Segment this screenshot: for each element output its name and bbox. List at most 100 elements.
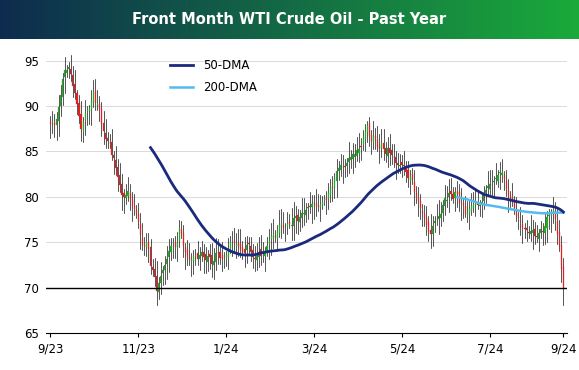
Bar (58, 107, 59, 121)
Bar (344, 166, 345, 167)
Bar (230, 0, 232, 39)
Bar (350, 157, 351, 161)
Bar (287, 223, 288, 226)
Bar (511, 0, 514, 39)
Bar (498, 0, 500, 39)
Bar (385, 148, 386, 154)
Bar (307, 207, 309, 208)
Bar (181, 229, 182, 234)
Bar (547, 217, 548, 228)
Bar (149, 0, 151, 39)
Bar (354, 154, 356, 157)
Bar (372, 0, 375, 39)
Bar (473, 204, 474, 208)
Bar (346, 0, 347, 39)
Bar (397, 163, 398, 165)
Bar (135, 210, 137, 214)
Bar (391, 150, 392, 155)
Bar (56, 118, 57, 125)
Bar (338, 168, 339, 171)
Bar (140, 223, 141, 235)
Bar (123, 0, 126, 39)
Bar (363, 0, 365, 39)
Bar (297, 215, 298, 221)
Bar (60, 95, 61, 105)
Bar (342, 0, 343, 39)
Bar (416, 193, 417, 198)
Bar (371, 135, 372, 141)
Bar (376, 0, 378, 39)
Bar (309, 0, 311, 39)
Bar (103, 123, 104, 131)
Bar (544, 0, 546, 39)
Bar (324, 0, 326, 39)
Bar (486, 0, 488, 39)
Bar (162, 269, 163, 273)
Bar (534, 0, 537, 39)
Bar (142, 238, 143, 245)
Bar (347, 0, 349, 39)
Bar (426, 218, 427, 225)
Bar (343, 0, 346, 39)
Bar (45, 0, 46, 39)
Bar (6, 0, 8, 39)
Bar (262, 0, 265, 39)
Bar (543, 231, 544, 232)
Bar (436, 0, 438, 39)
Bar (548, 215, 549, 216)
Bar (2, 0, 4, 39)
Bar (501, 174, 503, 175)
Bar (83, 0, 85, 39)
Bar (434, 0, 436, 39)
Bar (556, 0, 558, 39)
Bar (141, 0, 143, 39)
Bar (365, 131, 366, 139)
Bar (510, 0, 511, 39)
Bar (400, 165, 401, 166)
Bar (457, 0, 459, 39)
Bar (79, 0, 81, 39)
Bar (233, 0, 236, 39)
Bar (256, 0, 259, 39)
Bar (463, 203, 464, 205)
Bar (555, 211, 556, 219)
Bar (495, 178, 496, 179)
Bar (369, 123, 370, 136)
Bar (313, 0, 314, 39)
Bar (19, 0, 21, 39)
Bar (448, 193, 449, 198)
Bar (316, 203, 317, 206)
Bar (114, 0, 116, 39)
Bar (367, 0, 369, 39)
Bar (508, 190, 509, 196)
Bar (301, 213, 302, 218)
Bar (27, 0, 29, 39)
Bar (106, 0, 108, 39)
Bar (531, 0, 533, 39)
Bar (332, 186, 333, 188)
Bar (172, 0, 174, 39)
Bar (334, 0, 336, 39)
Bar (395, 157, 396, 164)
Bar (411, 0, 413, 39)
Bar (54, 0, 56, 39)
Bar (487, 186, 488, 188)
Bar (460, 203, 461, 204)
Bar (213, 261, 214, 265)
Bar (197, 253, 198, 259)
Bar (211, 255, 212, 264)
Bar (420, 201, 421, 208)
Bar (417, 0, 419, 39)
Bar (357, 0, 359, 39)
Bar (115, 160, 116, 168)
Bar (226, 255, 227, 258)
Bar (514, 0, 515, 39)
Bar (85, 0, 87, 39)
Bar (131, 0, 133, 39)
Bar (446, 200, 448, 201)
Bar (242, 247, 243, 252)
Bar (238, 243, 239, 246)
Bar (577, 0, 579, 39)
Bar (81, 0, 83, 39)
Bar (295, 0, 297, 39)
